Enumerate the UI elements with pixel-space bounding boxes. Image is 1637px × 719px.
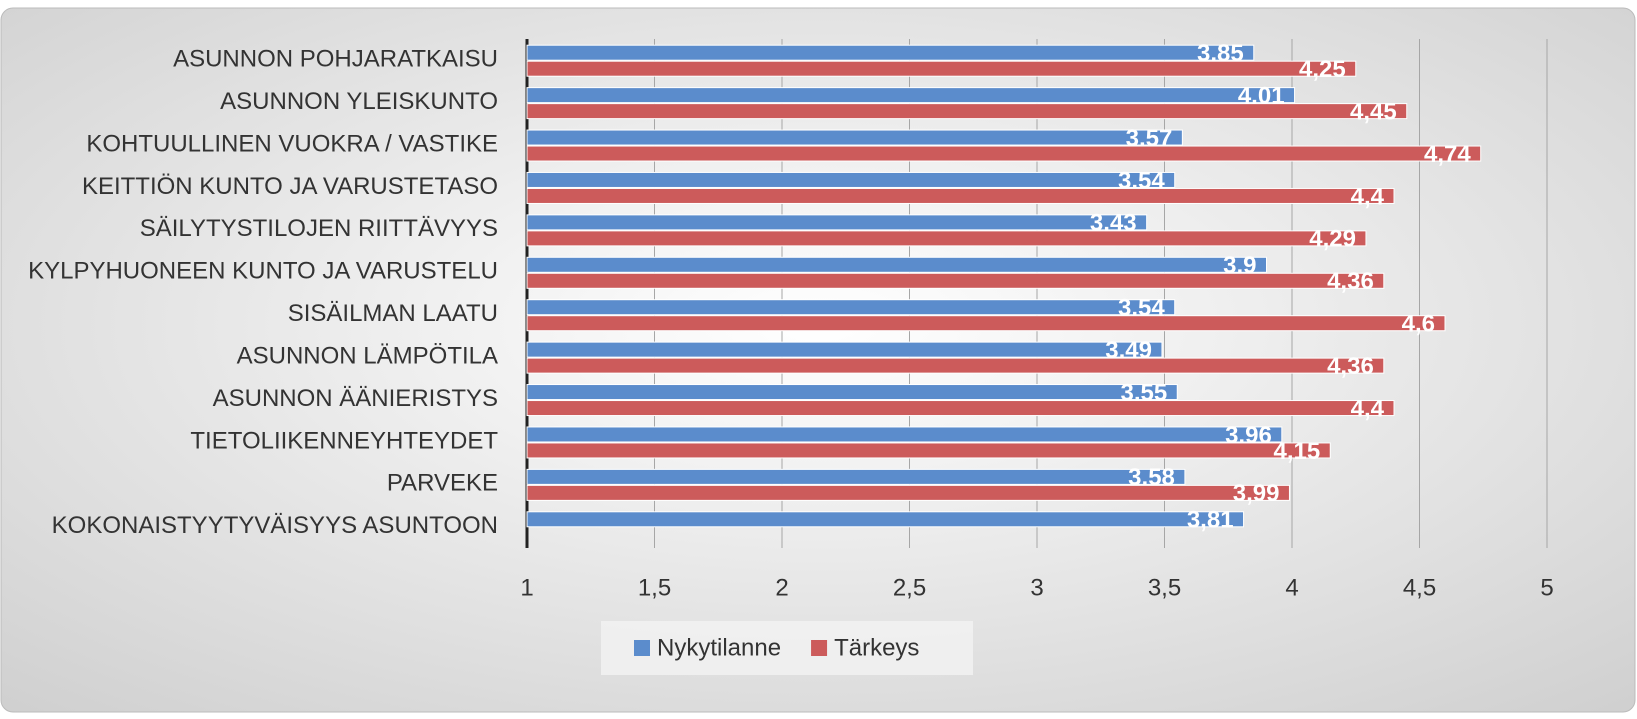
data-label: 4,25 (1299, 56, 1346, 83)
data-label: 4,4 (1351, 183, 1385, 210)
x-tick-label: 3,5 (1148, 574, 1181, 601)
bar (526, 511, 1245, 528)
legend-label: Tärkeys (834, 634, 919, 661)
x-tick-label: 4,5 (1403, 574, 1436, 601)
bar (526, 384, 1178, 401)
bar (526, 171, 1176, 188)
y-tick-label: ASUNNON LÄMPÖTILA (237, 342, 498, 369)
y-tick-label: TIETOLIIKENNEYHTEYDET (190, 427, 498, 454)
y-tick-label: PARVEKE (387, 470, 498, 497)
y-tick-label: SISÄILMAN LAATU (288, 300, 498, 327)
data-label: 4,15 (1274, 438, 1321, 465)
data-label: 4,29 (1309, 226, 1356, 253)
y-tick-label: SÄILYTYSTILOJEN RIITTÄVYYS (140, 215, 498, 242)
y-tick-label: ASUNNON ÄÄNIERISTYS (213, 385, 498, 412)
bar (526, 230, 1367, 247)
x-tick-label: 1,5 (638, 574, 671, 601)
x-tick-label: 4 (1285, 574, 1298, 601)
y-tick-label: ASUNNON YLEISKUNTO (220, 88, 498, 115)
x-tick-label: 1 (520, 574, 533, 601)
x-tick-label: 3 (1030, 574, 1043, 601)
x-tick-label: 5 (1540, 574, 1553, 601)
bar (526, 426, 1283, 443)
data-label: 3,99 (1233, 480, 1280, 507)
data-label: 4,6 (1402, 311, 1435, 338)
bar (526, 341, 1163, 358)
bar (526, 357, 1385, 374)
y-tick-label: KOHTUULLINEN VUOKRA / VASTIKE (86, 130, 498, 157)
bar (526, 60, 1357, 77)
legend-label: Nykytilanne (657, 634, 781, 661)
data-label: 4,45 (1350, 98, 1397, 125)
bar (526, 145, 1482, 162)
bar (526, 44, 1255, 61)
bar (526, 299, 1176, 316)
data-label: 4,4 (1351, 395, 1385, 422)
data-label: 4,36 (1327, 268, 1374, 295)
bar (526, 442, 1331, 459)
bar (526, 214, 1148, 231)
y-tick-label: ASUNNON POHJARATKAISU (173, 46, 498, 73)
x-tick-label: 2,5 (893, 574, 926, 601)
y-tick-label: KOKONAISTYYTYVÄISYYS ASUNTOON (52, 512, 498, 539)
data-label: 3,81 (1187, 507, 1234, 534)
bar (526, 272, 1385, 289)
data-label: 4,36 (1327, 353, 1374, 380)
bar (526, 103, 1408, 120)
legend-swatch (634, 640, 650, 656)
legend-swatch (811, 640, 828, 656)
y-tick-label: KYLPYHUONEEN KUNTO JA VARUSTELU (28, 258, 498, 285)
bar (526, 129, 1183, 146)
bar (526, 468, 1186, 485)
bar (526, 87, 1296, 104)
bar (526, 315, 1446, 332)
data-label: 4,74 (1424, 141, 1471, 168)
legend-box (601, 621, 973, 675)
bar (526, 256, 1267, 273)
bar (526, 187, 1395, 204)
y-tick-label: KEITTIÖN KUNTO JA VARUSTETASO (82, 173, 498, 200)
x-tick-label: 2 (775, 574, 788, 601)
bar (526, 400, 1395, 417)
bar (526, 484, 1290, 501)
